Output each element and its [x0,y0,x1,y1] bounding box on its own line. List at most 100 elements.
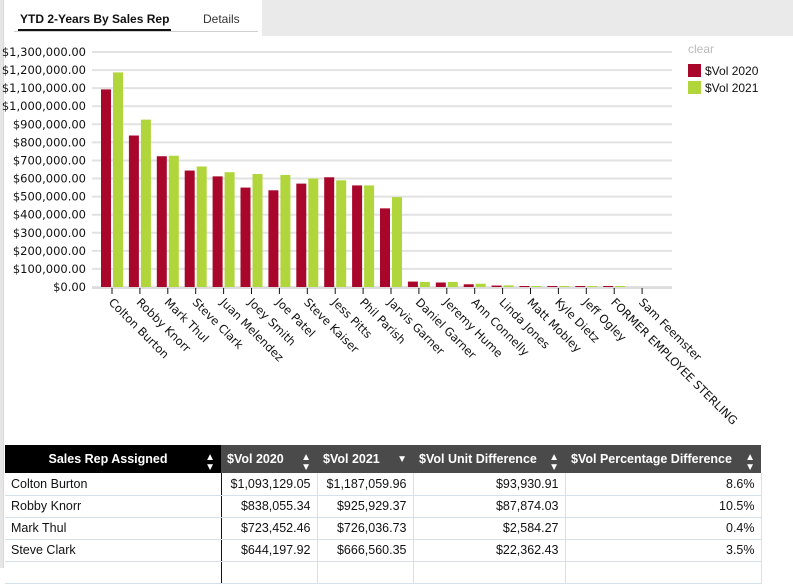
tab-details[interactable]: Details [203,12,240,26]
sort-both-icon[interactable]: ▲ ▼ [205,452,215,473]
bar-vol-2020[interactable] [156,156,167,287]
bar-vol-2021[interactable] [224,172,235,287]
bar-vol-2021[interactable] [113,72,123,288]
bar-vol-2021[interactable] [587,286,598,287]
column-header-label: $Vol Unit Difference [419,452,537,466]
bar-vol-2020[interactable] [575,286,586,287]
column-header-label: $Vol 2021 [323,452,380,466]
bar-vol-2020[interactable] [212,176,223,287]
bars [101,72,626,288]
bar-vol-2020[interactable] [128,135,139,287]
cell-sales-rep: Mark Thul [5,517,222,540]
tab-bar: YTD 2-Years By Sales Rep Details [4,0,262,36]
cell-vol-2021: $726,036.73 [317,517,414,540]
y-tick-label: $400,000.00 [13,208,86,222]
bar-vol-2021[interactable] [559,286,570,287]
bar-vol-2021[interactable] [140,119,151,288]
cell-vol-2021: $1,187,059.96 [317,473,414,496]
bar-vol-2021[interactable] [447,281,458,287]
column-header-sales-rep[interactable]: Sales Rep Assigned ▲ ▼ [5,445,221,473]
column-header-vol-2020[interactable]: $Vol 2020 ▲ ▼ [221,445,317,473]
left-edge-border [0,0,4,568]
tab-bar-divider [14,31,258,32]
table-row[interactable]: Steve Clark $644,197.92 $666,560.35 $22,… [5,539,762,562]
bar-vol-2020[interactable] [380,208,390,287]
sort-desc-icon[interactable]: ▼ [397,454,407,465]
cell-unit-difference: $22,362.43 [413,539,566,562]
column-header-unit-difference[interactable]: $Vol Unit Difference ▲ ▼ [413,445,565,473]
bar-vol-2021[interactable] [503,285,514,287]
bar-vol-2020[interactable] [352,185,363,287]
bar-vol-2021[interactable] [308,178,319,287]
chart-legend: clear $Vol 2020 $Vol 2021 [688,42,758,96]
sort-both-icon[interactable]: ▲ ▼ [301,452,311,473]
bar-vol-2021[interactable] [336,180,347,287]
bar-vol-2021[interactable] [392,197,402,287]
legend-swatch-2021 [688,81,701,94]
bar-vol-2020[interactable] [603,286,614,287]
column-header-label: $Vol Percentage Difference [571,452,732,466]
sales-rep-table-container: Sales Rep Assigned ▲ ▼ $Vol 2020 ▲ ▼ $Vol … [5,445,762,584]
y-tick-label: $600,000.00 [13,172,86,186]
y-tick-label: $1,100,000.00 [2,81,86,95]
column-header-label: Sales Rep Assigned [48,452,168,466]
bar-vol-2021[interactable] [531,286,542,287]
table-row-partial[interactable] [5,561,762,584]
legend-label-2020: $Vol 2020 [705,63,759,78]
bar-vol-2020[interactable] [296,183,307,287]
bar-vol-2020[interactable] [435,282,446,287]
bar-vol-2021[interactable] [252,174,263,287]
y-tick-label: $300,000.00 [13,226,86,240]
cell-vol-2020: $723,452.46 [221,517,318,540]
cell-vol-2020: $644,197.92 [221,539,318,562]
cell-sales-rep: Robby Knorr [5,495,222,518]
y-tick-label: $0.00 [53,280,86,294]
cell-vol-2020: $1,093,129.05 [221,473,318,496]
legend-clear-link[interactable]: clear [688,42,715,56]
bar-vol-2021[interactable] [168,155,179,287]
bar-vol-2020[interactable] [324,177,335,287]
column-header-vol-2021[interactable]: $Vol 2021 ▼ [317,445,413,473]
bar-vol-2020[interactable] [268,190,279,287]
table-row[interactable]: Mark Thul $723,452.46 $726,036.73 $2,584… [5,517,762,540]
cell-unit-difference: $2,584.27 [413,517,566,540]
sort-both-icon[interactable]: ▲ ▼ [745,452,755,473]
column-header-label: $Vol 2020 [227,452,284,466]
cell-vol-2021: $925,929.37 [317,495,414,518]
bar-vol-2021[interactable] [364,185,375,287]
cell-percentage-difference: 10.5% [565,495,762,518]
cell-vol-2021: $666,560.35 [317,539,414,562]
bar-vol-2020[interactable] [547,286,558,287]
cell-percentage-difference: 3.5% [565,539,762,562]
bar-vol-2021[interactable] [475,283,486,287]
legend-label-2021: $Vol 2021 [705,80,759,95]
y-tick-label: $1,000,000.00 [2,99,86,113]
bar-vol-2021[interactable] [419,281,430,287]
bar-vol-2020[interactable] [491,285,502,287]
bar-vol-2020[interactable] [519,286,530,287]
y-tick-label: $100,000.00 [13,262,86,276]
y-tick-label: $200,000.00 [13,244,86,258]
bar-vol-2021[interactable] [615,286,626,287]
bar-vol-2020[interactable] [184,170,195,287]
legend-item-vol-2020[interactable]: $Vol 2020 [688,62,758,79]
column-header-percentage-difference[interactable]: $Vol Percentage Difference ▲ ▼ [565,445,761,473]
cell-vol-2020: $838,055.34 [221,495,318,518]
table-row[interactable]: Robby Knorr $838,055.34 $925,929.37 $87,… [5,495,762,518]
sort-both-icon[interactable]: ▲ ▼ [549,452,559,473]
table-row[interactable]: Colton Burton $1,093,129.05 $1,187,059.9… [5,473,762,496]
bar-vol-2020[interactable] [101,89,111,287]
tab-bar-background [262,0,793,36]
bar-vol-2021[interactable] [196,166,207,287]
bar-vol-2021[interactable] [280,174,291,287]
bar-vol-2020[interactable] [407,281,418,287]
y-tick-label: $700,000.00 [13,153,86,167]
legend-item-vol-2021[interactable]: $Vol 2021 [688,79,758,96]
cell-unit-difference: $87,874.03 [413,495,566,518]
x-tick-label: FORMER EMPLOYEE STERLING [608,295,740,427]
y-tick-label: $1,300,000.00 [2,45,86,59]
bar-vol-2020[interactable] [240,187,251,287]
bar-vol-2020[interactable] [463,284,474,287]
cell-sales-rep: Colton Burton [5,473,222,496]
tab-ytd-by-sales-rep[interactable]: YTD 2-Years By Sales Rep [17,12,172,31]
